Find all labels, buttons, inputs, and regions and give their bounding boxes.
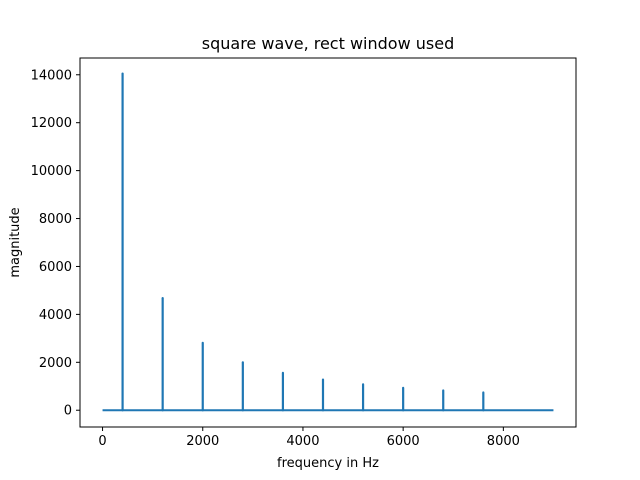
y-tick-label: 6000 <box>39 260 72 275</box>
x-tick-label: 6000 <box>387 434 420 449</box>
y-tick-label: 2000 <box>39 356 72 371</box>
x-tick-label: 4000 <box>286 434 319 449</box>
chart-title: square wave, rect window used <box>202 34 454 53</box>
x-axis: 0 2000 4000 6000 8000 <box>98 427 520 449</box>
plot-frame <box>79 57 577 428</box>
x-tick-label: 8000 <box>487 434 520 449</box>
x-tick-label: 0 <box>98 434 106 449</box>
x-axis-label: frequency in Hz <box>277 456 379 471</box>
plot-area <box>102 72 554 412</box>
x-tick-label: 2000 <box>186 434 219 449</box>
y-tick-label: 14000 <box>31 68 72 83</box>
y-tick-label: 4000 <box>39 308 72 323</box>
y-tick-label: 0 <box>64 404 72 419</box>
y-tick-label: 8000 <box>39 212 72 227</box>
y-tick-label: 10000 <box>31 164 72 179</box>
y-axis-label: magnitude <box>8 207 23 277</box>
y-tick-label: 12000 <box>31 116 72 131</box>
y-axis: 0 2000 4000 6000 8000 10000 12000 14000 <box>31 68 80 419</box>
